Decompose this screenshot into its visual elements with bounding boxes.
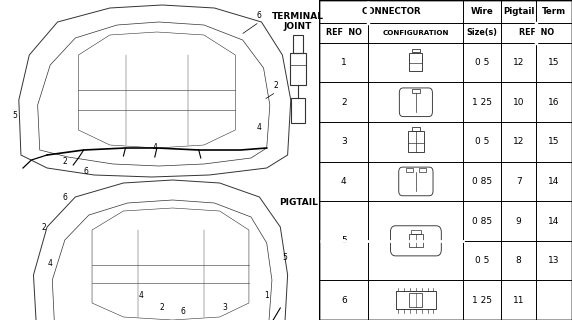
Text: 4: 4 <box>139 291 144 300</box>
Text: 0 5: 0 5 <box>475 256 490 265</box>
Text: 15: 15 <box>549 58 560 67</box>
Text: 1 25: 1 25 <box>472 296 492 305</box>
Bar <box>406 168 413 172</box>
Text: 2: 2 <box>274 81 279 90</box>
Text: 4: 4 <box>257 124 262 132</box>
Bar <box>411 229 420 234</box>
Text: 3: 3 <box>341 137 347 146</box>
Text: 7: 7 <box>516 177 522 186</box>
Text: 2: 2 <box>42 223 46 233</box>
Text: REF. NO: REF. NO <box>519 28 554 37</box>
Bar <box>293 35 303 53</box>
Text: 6: 6 <box>257 11 262 20</box>
Text: 3: 3 <box>223 302 227 311</box>
Text: 6: 6 <box>62 193 67 202</box>
Bar <box>419 168 426 172</box>
Text: 4: 4 <box>341 177 347 186</box>
Bar <box>395 291 436 309</box>
Text: 16: 16 <box>549 98 560 107</box>
Bar <box>412 49 420 52</box>
Text: 12: 12 <box>513 137 525 146</box>
Text: 5: 5 <box>12 110 17 119</box>
Text: 5: 5 <box>282 253 287 262</box>
Text: 15: 15 <box>549 137 560 146</box>
Text: 10: 10 <box>513 98 525 107</box>
Text: CONFIGURATION: CONFIGURATION <box>383 30 449 36</box>
Text: Term: Term <box>542 7 566 16</box>
Text: Wire: Wire <box>471 7 494 16</box>
Text: 8: 8 <box>516 256 522 265</box>
Text: 0 5: 0 5 <box>475 58 490 67</box>
Bar <box>412 89 420 93</box>
Text: TERMINAL
JOINT: TERMINAL JOINT <box>272 12 324 31</box>
Text: 4: 4 <box>48 259 53 268</box>
Bar <box>409 234 423 247</box>
Bar <box>410 293 423 307</box>
Text: 6: 6 <box>181 308 185 316</box>
Text: 14: 14 <box>549 177 560 186</box>
Bar <box>410 52 423 71</box>
Text: 6: 6 <box>341 296 347 305</box>
Text: 1 25: 1 25 <box>472 98 492 107</box>
Text: 4: 4 <box>152 143 157 153</box>
Text: 5: 5 <box>341 236 347 245</box>
Text: 1: 1 <box>341 58 347 67</box>
Text: PIGTAIL: PIGTAIL <box>279 198 317 207</box>
Text: Pigtail: Pigtail <box>503 7 534 16</box>
Text: 0 85: 0 85 <box>472 177 492 186</box>
Bar <box>289 53 307 85</box>
Bar <box>291 98 305 123</box>
Bar <box>412 127 420 131</box>
Text: 12: 12 <box>513 58 525 67</box>
Text: 14: 14 <box>549 217 560 226</box>
Text: 11: 11 <box>513 296 525 305</box>
Text: 13: 13 <box>549 256 560 265</box>
Bar <box>408 131 424 152</box>
Text: 6: 6 <box>84 167 88 177</box>
Text: 1: 1 <box>264 291 269 300</box>
Text: 2: 2 <box>62 157 67 166</box>
Text: 0 85: 0 85 <box>472 217 492 226</box>
Text: REF  NO: REF NO <box>326 28 362 37</box>
Text: 9: 9 <box>516 217 522 226</box>
Text: CONNECTOR: CONNECTOR <box>362 7 421 16</box>
Text: 0 5: 0 5 <box>475 137 490 146</box>
Text: 2: 2 <box>341 98 347 107</box>
Text: 2: 2 <box>160 303 165 313</box>
Text: Size(s): Size(s) <box>467 28 498 37</box>
